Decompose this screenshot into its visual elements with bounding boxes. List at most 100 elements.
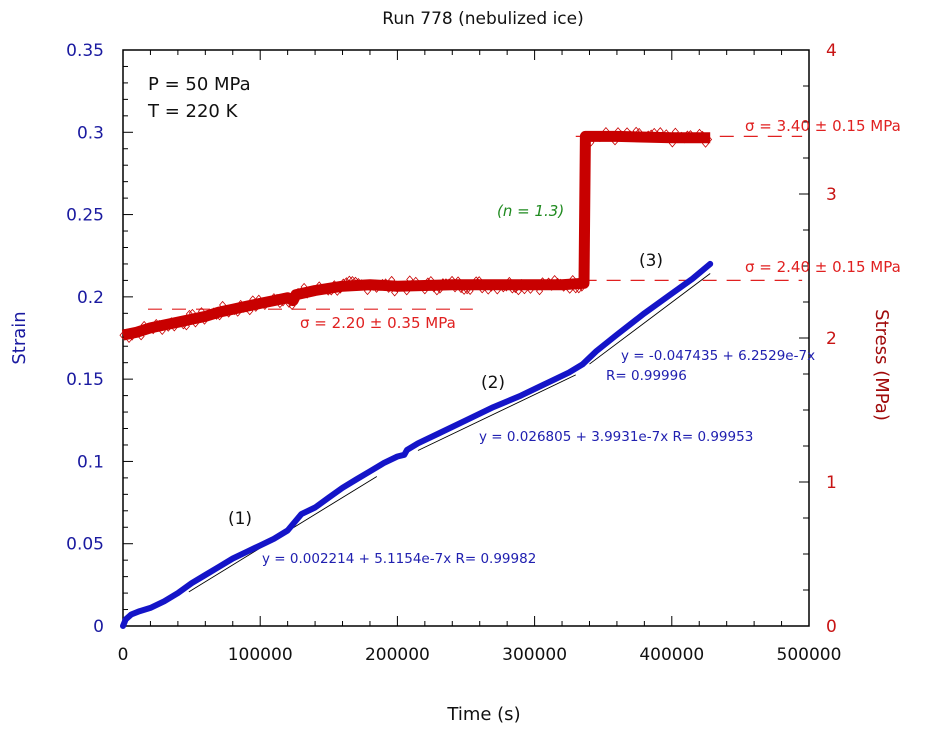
series-stress [119, 126, 713, 343]
y-tick-label: 0.15 [66, 370, 104, 390]
stress-point [194, 314, 202, 323]
stress-point [680, 135, 688, 144]
stress-point [137, 332, 145, 341]
y-tick-label: 0.1 [77, 452, 104, 472]
stress-point [228, 304, 236, 313]
stress-point [536, 286, 544, 296]
y-axis-label: Strain [9, 311, 30, 364]
y2-tick-label: 2 [826, 329, 837, 349]
stress-point [342, 277, 350, 286]
stress-point [587, 138, 595, 147]
segment-label-2: (2) [481, 373, 505, 393]
segment-label-1: (1) [228, 509, 252, 529]
stress-point [397, 280, 405, 290]
stress-point [421, 286, 429, 295]
stress-point [620, 132, 628, 141]
y-tick-label: 0 [93, 617, 104, 637]
stress-point [659, 131, 667, 140]
stress-point [203, 312, 212, 321]
stress-point [282, 294, 290, 303]
stress-point [602, 127, 610, 136]
stress-point [551, 275, 559, 284]
stress-point [409, 282, 417, 291]
stress-point [548, 282, 556, 291]
condition-temperature: T = 220 K [147, 101, 239, 122]
stress-point [366, 282, 375, 292]
stress-point [243, 304, 251, 313]
y-tick-label: 0.2 [77, 288, 104, 308]
stress-point [131, 329, 139, 338]
y-tick-label: 0.25 [66, 206, 104, 226]
stress-point [695, 128, 704, 137]
stress-point [249, 295, 257, 304]
stress-point [451, 284, 459, 293]
stress-point [258, 299, 266, 308]
stress-point [261, 301, 269, 310]
stress-point [572, 285, 580, 294]
chart-title: Run 778 (nebulized ice) [382, 9, 583, 29]
y-tick-label: 0.3 [77, 123, 104, 143]
stress-point [403, 287, 411, 296]
x-tick-label: 100000 [228, 645, 293, 665]
stress-point [575, 285, 583, 294]
stress-point [599, 131, 607, 140]
condition-pressure: P = 50 MPa [148, 74, 251, 95]
y2-tick-label: 4 [826, 41, 837, 61]
x-tick-label: 500000 [777, 645, 842, 665]
stress-point [644, 130, 652, 139]
stress-point [671, 127, 679, 136]
stress-point [490, 280, 498, 289]
stress-point [306, 288, 314, 297]
stress-point [487, 283, 495, 292]
stress-point [578, 283, 586, 292]
stress-point [170, 323, 178, 332]
stress-point [264, 296, 272, 305]
axis-tick-labels: 0 100000 200000 300000 400000 500000 0 0.05 0.1 0… [66, 41, 841, 665]
stress-point [333, 287, 341, 296]
x-axis-label: Time (s) [446, 704, 520, 725]
stress-point [370, 282, 378, 291]
stress-point [185, 309, 193, 319]
stress-point [345, 275, 353, 284]
stress-point [629, 133, 637, 142]
stress-point [276, 299, 284, 309]
stress-point [330, 280, 338, 289]
stress-point [318, 285, 326, 295]
stress-point [255, 294, 263, 303]
stress-point [650, 127, 658, 137]
stress-level-1-label: σ = 2.20 ± 0.35 MPa [300, 314, 456, 332]
stress-point [683, 130, 691, 139]
stress-point [391, 288, 399, 297]
stress-point [288, 301, 296, 310]
stress-point [373, 284, 381, 293]
stress-point [442, 278, 450, 287]
stress-point [324, 287, 332, 296]
stress-point [197, 307, 206, 316]
stress-point [472, 276, 480, 285]
y-tick-label: 0.05 [66, 535, 104, 555]
stress-point [653, 132, 661, 141]
stress-point [638, 134, 646, 143]
stress-point [321, 285, 329, 294]
stress-point [173, 317, 181, 326]
stress-point [445, 278, 453, 287]
stress-point [216, 312, 224, 321]
stress-point [219, 300, 227, 310]
stress-point [674, 133, 682, 142]
stress-point [635, 127, 643, 137]
stress-point [481, 280, 489, 289]
stress-point [508, 285, 516, 294]
y2-tick-label: 1 [826, 473, 837, 493]
stress-level-2-label: σ = 2.40 ± 0.15 MPa [745, 258, 901, 276]
stress-point [297, 287, 305, 296]
fit-line [589, 273, 711, 365]
stress-point [514, 287, 522, 296]
stress-point [309, 286, 317, 296]
stress-point [702, 139, 710, 148]
stress-point [705, 135, 713, 144]
stress-point [191, 319, 199, 328]
y2-axis-label: Stress (MPa) [871, 309, 892, 421]
segment-label-3: (3) [639, 251, 663, 271]
stress-point [267, 298, 275, 307]
